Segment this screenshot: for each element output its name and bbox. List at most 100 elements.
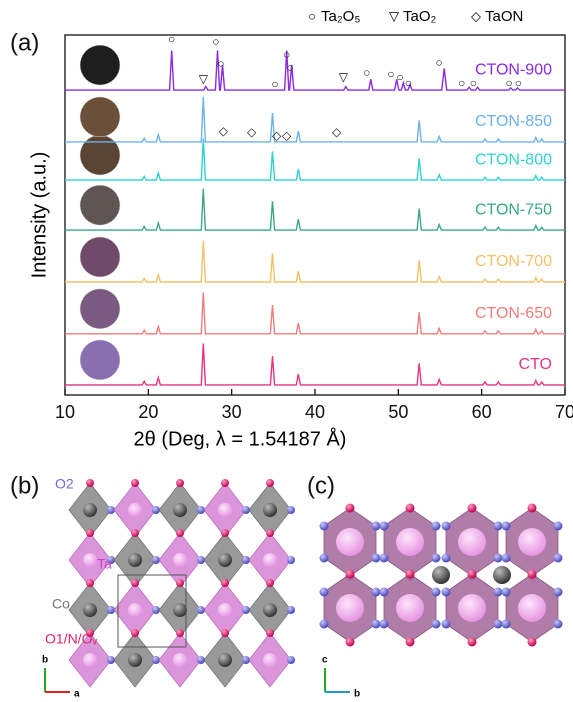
atom <box>432 522 441 531</box>
sample-photo <box>80 289 120 329</box>
atom <box>287 556 295 564</box>
y-axis-title: Intensity (a.u.) <box>28 152 50 279</box>
atom <box>554 620 563 629</box>
atom <box>83 653 97 667</box>
atom <box>128 653 142 667</box>
legend-label: TaON <box>485 8 523 25</box>
sample-photo <box>80 135 120 175</box>
atom <box>406 570 415 579</box>
series-label: CTON-650 <box>475 305 552 322</box>
atom <box>320 554 329 563</box>
atom <box>554 522 563 531</box>
atom <box>432 566 450 584</box>
atom <box>86 579 94 587</box>
phase-marker: ○ <box>217 56 224 70</box>
atom <box>266 479 274 487</box>
legend-label: TaO₂ <box>403 8 437 25</box>
atom <box>263 603 277 617</box>
atom <box>468 504 477 513</box>
atom-label: Ta <box>97 556 112 572</box>
atom <box>287 656 295 664</box>
phase-marker: ○ <box>168 32 175 46</box>
atom <box>372 522 381 531</box>
atom <box>221 579 229 587</box>
atom <box>396 528 424 556</box>
atom <box>528 504 537 513</box>
atom <box>380 620 389 629</box>
series-label: CTON-750 <box>475 201 552 218</box>
atom <box>266 629 274 637</box>
structure-panel-c: (c) cb <box>307 472 563 699</box>
atom <box>528 638 537 647</box>
atom <box>128 603 142 617</box>
phase-marker: ○ <box>405 76 412 90</box>
atom <box>173 503 187 517</box>
atom <box>432 620 441 629</box>
phase-marker: ▽ <box>199 72 209 86</box>
axis-letter: c <box>322 655 328 666</box>
atom <box>346 570 355 579</box>
atom <box>128 553 142 567</box>
atom <box>173 603 187 617</box>
atom <box>218 553 232 567</box>
atom <box>396 594 424 622</box>
atom <box>221 479 229 487</box>
atom <box>432 588 441 597</box>
phase-marker: ○ <box>506 76 513 90</box>
phase-marker: ○ <box>286 60 293 74</box>
atom <box>263 553 277 567</box>
atom <box>86 479 94 487</box>
figure: (a) 2θ (Deg, λ = 1.54187 Å) Intensity (a… <box>0 0 573 702</box>
phase-marker: ◇ <box>332 125 342 139</box>
atom <box>346 504 355 513</box>
atom <box>131 529 139 537</box>
atom <box>442 588 451 597</box>
sample-photo <box>80 45 120 85</box>
phase-marker: ○ <box>363 65 370 79</box>
atom <box>493 566 511 584</box>
x-tick-label: 30 <box>222 402 242 422</box>
atom <box>554 554 563 563</box>
atom <box>176 529 184 537</box>
xrd-panel: (a) 2θ (Deg, λ = 1.54187 Å) Intensity (a… <box>10 8 573 450</box>
atom <box>380 554 389 563</box>
legend-symbol: ○ <box>308 8 316 23</box>
phase-marker: ○ <box>436 55 443 69</box>
atom <box>406 504 415 513</box>
atom <box>320 620 329 629</box>
sample-photo <box>80 185 120 225</box>
sample-photo <box>80 97 120 137</box>
atom <box>346 638 355 647</box>
series-label: CTON-850 <box>475 113 552 130</box>
phase-marker: ○ <box>283 47 290 61</box>
atom <box>218 653 232 667</box>
atom <box>406 638 415 647</box>
atom <box>218 503 232 517</box>
phase-marker: ○ <box>515 76 522 90</box>
atom <box>83 553 97 567</box>
legend-label: Ta₂O₅ <box>321 8 360 25</box>
atom <box>442 620 451 629</box>
atom <box>83 503 97 517</box>
atom <box>380 522 389 531</box>
legend-symbol: ◇ <box>471 8 481 23</box>
atom <box>320 588 329 597</box>
atom <box>336 528 364 556</box>
atom <box>266 529 274 537</box>
atom <box>221 529 229 537</box>
atom <box>432 554 441 563</box>
atom <box>458 594 486 622</box>
phase-marker: ◇ <box>247 125 257 139</box>
series-label: CTON-700 <box>475 253 552 270</box>
atom <box>287 606 295 614</box>
atom <box>372 554 381 563</box>
axis-letter: b <box>354 689 360 700</box>
atom <box>287 506 295 514</box>
legend-symbol: ▽ <box>389 8 399 23</box>
atom <box>494 522 503 531</box>
axis-letter: b <box>42 655 48 666</box>
atom <box>173 653 187 667</box>
phase-marker: ○ <box>212 34 219 48</box>
atom <box>176 579 184 587</box>
